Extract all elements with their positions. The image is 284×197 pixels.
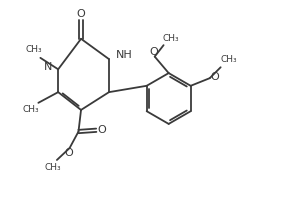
Text: CH₃: CH₃ xyxy=(163,34,179,43)
Text: O: O xyxy=(77,9,85,19)
Text: CH₃: CH₃ xyxy=(22,105,39,114)
Text: O: O xyxy=(97,125,106,135)
Text: N: N xyxy=(44,62,53,72)
Text: CH₃: CH₃ xyxy=(220,55,237,64)
Text: O: O xyxy=(150,46,158,57)
Text: NH: NH xyxy=(116,50,133,59)
Text: CH₃: CH₃ xyxy=(25,45,42,54)
Text: O: O xyxy=(210,72,219,82)
Text: O: O xyxy=(65,148,74,158)
Text: CH₃: CH₃ xyxy=(45,163,61,172)
